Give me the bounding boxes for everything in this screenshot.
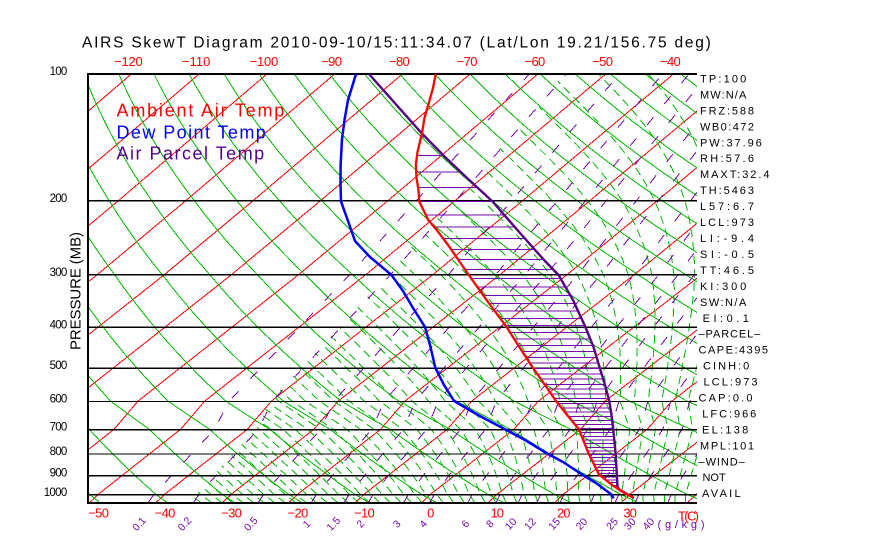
svg-text:700: 700 <box>50 422 68 434</box>
svg-text:−50: −50 <box>592 54 613 69</box>
svg-text:TP:100: TP:100 <box>700 74 746 86</box>
svg-text:10: 10 <box>490 505 504 520</box>
svg-text:PRESSURE (MB): PRESSURE (MB) <box>68 232 85 350</box>
svg-text:MW:N/A: MW:N/A <box>700 90 747 102</box>
svg-text:FRZ:588: FRZ:588 <box>700 105 754 117</box>
svg-text:−50: −50 <box>88 505 109 520</box>
svg-text:600: 600 <box>50 394 68 406</box>
svg-text:–PARCEL–: –PARCEL– <box>699 329 762 341</box>
svg-text:−80: −80 <box>389 54 410 69</box>
svg-text:–WIND–: –WIND– <box>699 456 746 468</box>
svg-text:PW:37.96: PW:37.96 <box>700 137 762 149</box>
svg-text:−40: −40 <box>155 505 176 520</box>
svg-text:Dew Point Temp: Dew Point Temp <box>117 123 266 143</box>
svg-text:TH:5463: TH:5463 <box>700 185 754 197</box>
svg-text:1000: 1000 <box>44 487 68 499</box>
svg-text:−20: −20 <box>288 505 309 520</box>
svg-text:−10: −10 <box>354 505 375 520</box>
svg-text:0: 0 <box>427 505 434 520</box>
svg-text:AVAIL: AVAIL <box>702 488 741 500</box>
svg-text:KI:300: KI:300 <box>700 281 746 293</box>
svg-text:−90: −90 <box>321 54 342 69</box>
svg-text:LCL:973: LCL:973 <box>704 377 758 389</box>
svg-text:SI:-0.5: SI:-0.5 <box>700 249 754 261</box>
svg-text:−60: −60 <box>525 54 546 69</box>
svg-text:SW:N/A: SW:N/A <box>700 297 747 309</box>
svg-text:30: 30 <box>623 505 637 520</box>
svg-text:300: 300 <box>50 267 68 279</box>
svg-text:−100: −100 <box>250 54 279 69</box>
svg-text:−40: −40 <box>660 54 681 69</box>
svg-text:T(C): T(C) <box>678 509 699 524</box>
svg-text:20: 20 <box>557 505 571 520</box>
svg-text:(g/kg): (g/kg) <box>658 519 705 531</box>
svg-text:NOT: NOT <box>703 472 726 484</box>
svg-text:EI:0.1: EI:0.1 <box>703 313 749 325</box>
svg-text:AIRS SkewT Diagram 2010-09-10/: AIRS SkewT Diagram 2010-09-10/15:11:34.0… <box>82 35 711 52</box>
svg-text:400: 400 <box>50 319 68 331</box>
svg-text:MAXT:32.4: MAXT:32.4 <box>700 169 770 181</box>
svg-text:100: 100 <box>50 66 68 78</box>
svg-text:−110: −110 <box>182 54 211 69</box>
svg-text:MPL:101: MPL:101 <box>700 440 754 452</box>
svg-text:EL:138: EL:138 <box>702 424 748 436</box>
svg-text:−120: −120 <box>114 54 143 69</box>
svg-text:LCL:973: LCL:973 <box>700 217 754 229</box>
svg-text:Ambient Air Temp: Ambient Air Temp <box>117 100 285 120</box>
svg-text:500: 500 <box>50 360 68 372</box>
svg-text:800: 800 <box>50 446 68 458</box>
svg-text:Air Parcel Temp: Air Parcel Temp <box>117 144 265 164</box>
svg-text:−70: −70 <box>457 54 478 69</box>
svg-text:−30: −30 <box>221 505 242 520</box>
svg-text:900: 900 <box>50 468 68 480</box>
svg-text:200: 200 <box>50 193 68 205</box>
svg-text:LFC:966: LFC:966 <box>702 408 756 420</box>
